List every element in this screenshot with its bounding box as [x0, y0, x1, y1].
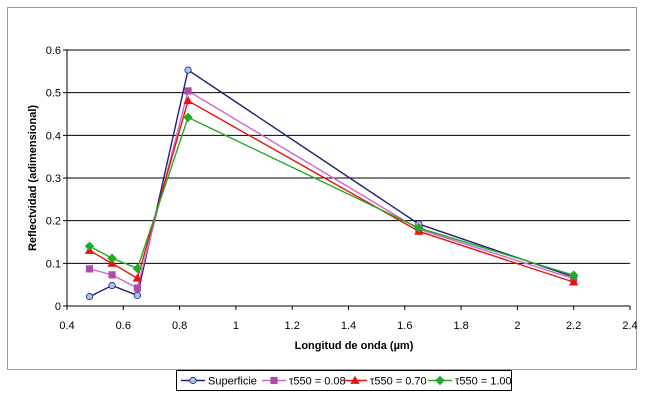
legend-marker: [270, 376, 278, 385]
y-tick-label: 0.4: [46, 130, 61, 142]
x-tick-label: 1.2: [285, 320, 300, 332]
x-tick-label: 2: [514, 320, 520, 332]
legend-marker: [350, 375, 360, 384]
x-tick-label: 0.8: [172, 320, 187, 332]
data-point: [85, 293, 94, 301]
data-point: [183, 112, 193, 123]
data-point: [183, 95, 193, 105]
data-point: [568, 270, 579, 281]
data-point: [184, 66, 192, 74]
legend-label: τ550 = 1.00: [455, 376, 512, 388]
legend-label: τ550 = 0.08: [289, 376, 346, 388]
x-tick-label: 2.4: [622, 320, 637, 332]
y-tick-label: 0.5: [46, 88, 61, 100]
series-4: [84, 112, 579, 281]
y-tick-label: 0.3: [46, 173, 61, 185]
legend-item: Superficie: [181, 376, 257, 388]
data-point: [108, 281, 116, 290]
series-line: [89, 116, 574, 276]
axes: [63, 49, 631, 310]
x-tick-label: 1.6: [397, 320, 412, 332]
tick-labels: 0 0.1 0.2 0.3 0.4 0.5 0.6 0.4 0.6 0.8 1 1.2 1.4 1.6 1.…: [46, 45, 638, 332]
series-line: [89, 99, 574, 283]
data-point: [569, 277, 579, 286]
data-point: [184, 87, 192, 95]
x-tick-label: 2.2: [566, 320, 581, 332]
legend-marker: [435, 375, 445, 386]
data-point: [84, 241, 95, 252]
data-point: [107, 253, 117, 263]
x-tick-label: 1.8: [453, 320, 468, 332]
data-point: [133, 291, 141, 299]
legend-item: τ550 = 0.08: [262, 376, 346, 388]
legend-item: τ550 = 1.00: [428, 376, 512, 388]
x-axis-title: Longitud de onda (µm): [295, 340, 414, 352]
legend-marker: [189, 376, 197, 385]
x-tick-label: 1: [233, 320, 239, 332]
x-tick-label: 0.4: [59, 320, 74, 332]
legend: Superficie τ550 = 0.08 τ550 = 0.70 τ550 = 1…: [176, 370, 512, 391]
data-point: [414, 223, 424, 233]
y-tick-label: 0.6: [46, 45, 61, 57]
legend-label: Superficie: [208, 376, 257, 388]
y-tick-label: 0.1: [46, 258, 61, 270]
data-point: [132, 273, 143, 282]
x-tick-label: 1.4: [341, 320, 356, 332]
legend-label: τ550 = 0.70: [370, 376, 427, 388]
legend-item: τ550 = 0.70: [343, 376, 427, 388]
series-3: [84, 95, 579, 286]
y-tick-label: 0.2: [46, 216, 61, 228]
x-tick-label: 0.6: [116, 320, 131, 332]
series-group: [84, 66, 579, 301]
chart-border: [7, 7, 637, 370]
data-point: [108, 271, 116, 279]
y-tick-label: 0: [55, 301, 61, 313]
data-point: [85, 265, 94, 273]
data-point: [132, 263, 143, 274]
series-line: [89, 68, 574, 298]
data-point: [133, 284, 141, 292]
y-axis-title: Reflectvidad (adimensional): [27, 105, 39, 251]
